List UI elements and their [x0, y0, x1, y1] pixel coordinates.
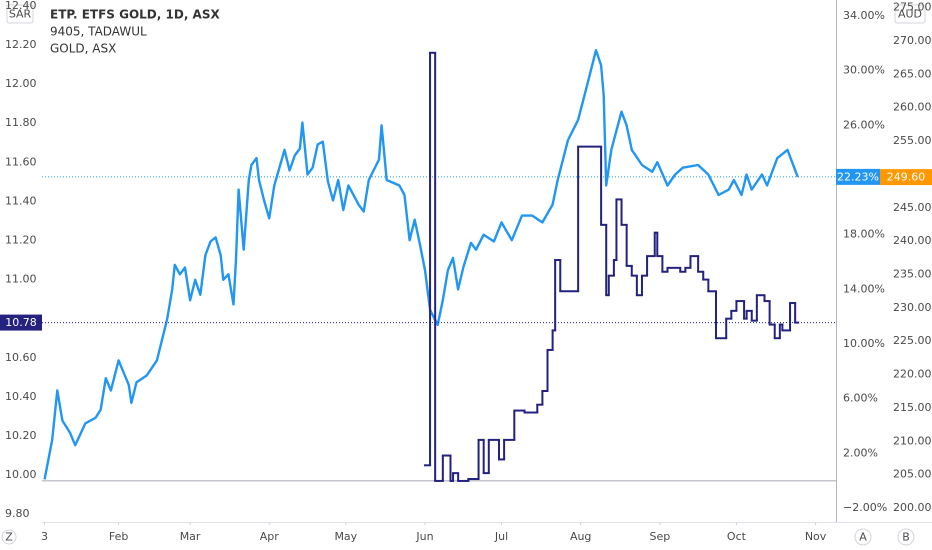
series-line: [43, 49, 799, 480]
y-tick-label: 6.00%: [843, 392, 878, 405]
y-tick-label: 12.20: [5, 38, 37, 51]
y-tick-label: 200.00: [893, 501, 932, 514]
legend-entry: 9405, TADAWUL: [50, 25, 147, 39]
price-tag: [0, 314, 42, 331]
y-tick-label: 10.20: [5, 429, 37, 442]
price-tag: [836, 168, 880, 185]
y-tick-label: 10.40: [5, 390, 37, 403]
y-tick-label: 205.00: [893, 468, 932, 481]
x-tick-label: Sep: [649, 530, 670, 543]
y-tick-label: 265.00: [893, 67, 932, 80]
log-label[interactable]: B: [902, 531, 910, 544]
unit-box: [894, 4, 926, 24]
y-tick-label: 34.00%: [843, 9, 885, 22]
y-tick-label: 10.60: [5, 351, 37, 364]
x-tick-label: Feb: [109, 530, 128, 543]
y-tick-label: 225.00: [893, 334, 932, 347]
y3-unit: AUD: [898, 8, 922, 21]
x-tick-label: Nov: [805, 530, 827, 543]
y-tick-label: 18.00%: [843, 228, 885, 241]
y-tick-label: 12.40: [5, 0, 37, 12]
y-tick-label: 275.00: [893, 1, 932, 14]
y-tick-label: 255.00: [893, 134, 932, 147]
zoom-label[interactable]: Z: [5, 531, 13, 544]
y-tick-label: 245.00: [893, 201, 932, 214]
x-tick-label: May: [334, 530, 357, 543]
y-unit: SAR: [9, 8, 32, 21]
log-button[interactable]: [897, 528, 915, 546]
zoom-button[interactable]: [1, 529, 17, 545]
y-tick-label: 260.00: [893, 101, 932, 114]
y-tick-label: 11.80: [5, 116, 37, 129]
step-riser: [429, 52, 797, 481]
y-tick-label: 230.00: [893, 301, 932, 314]
y-tick-label: 26.00%: [843, 118, 885, 131]
auto-button[interactable]: [854, 528, 872, 546]
x-tick-label: Mar: [180, 530, 201, 543]
y-tick-label: 210.00: [893, 434, 932, 447]
y-tick-label: 11.40: [5, 194, 37, 207]
price-tag: [880, 169, 932, 186]
y-tick-label: −2.00%: [843, 501, 887, 514]
y-tick-label: 240.00: [893, 234, 932, 247]
legend-entry: ETP. ETFS GOLD, 1D, ASX: [50, 8, 220, 22]
x-tick-label: 3: [41, 530, 48, 543]
y-tick-label: 10.00%: [843, 337, 885, 350]
y-tick-label: 30.00%: [843, 64, 885, 77]
price-tag-label: 10.78: [5, 316, 37, 329]
y-tick-label: 2.00%: [843, 446, 878, 459]
y-tick-label: 270.00: [893, 34, 932, 47]
y-tick-label: 9.80: [5, 507, 30, 520]
x-tick-label: Apr: [260, 530, 280, 543]
y-tick-label: 12.00: [5, 77, 37, 90]
y-tick-label: 11.00: [5, 273, 37, 286]
x-tick-label: Jul: [494, 530, 508, 543]
x-tick-label: Aug: [570, 530, 591, 543]
x-tick-label: Jun: [415, 530, 433, 543]
y-tick-label: 220.00: [893, 368, 932, 381]
y-tick-label: 235.00: [893, 268, 932, 281]
y-tick-label: 215.00: [893, 401, 932, 414]
legend-entry: GOLD, ASX: [50, 42, 116, 56]
y-tick-label: 11.20: [5, 233, 37, 246]
auto-label[interactable]: A: [859, 531, 867, 544]
price-tag-label: 249.60: [887, 171, 926, 184]
y-tick-label: 11.60: [5, 155, 37, 168]
y-tick-label: 10.00: [5, 468, 37, 481]
y-tick-label: 14.00%: [843, 282, 885, 295]
x-tick-label: Oct: [727, 530, 747, 543]
price-tag-label: 22.23%: [837, 170, 879, 183]
unit-box: [6, 4, 34, 24]
